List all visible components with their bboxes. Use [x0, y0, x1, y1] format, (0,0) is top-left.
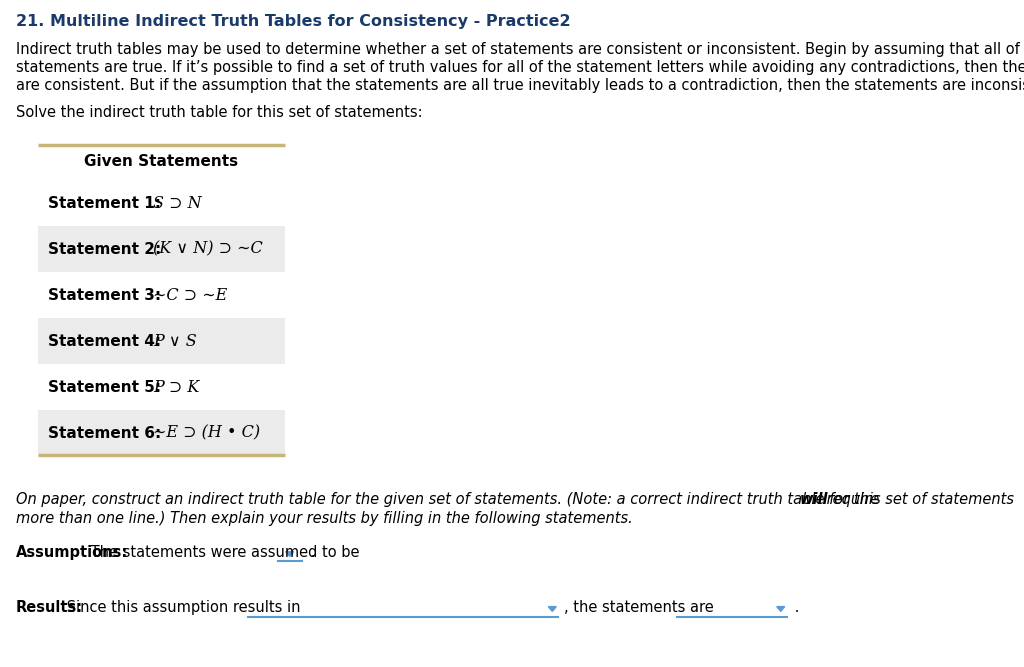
Text: Since this assumption results in: Since this assumption results in — [62, 600, 301, 615]
Text: ∼C ⊃ ∼E: ∼C ⊃ ∼E — [153, 287, 227, 303]
Polygon shape — [777, 606, 784, 612]
Text: On paper, construct an indirect truth table for the given set of statements. (No: On paper, construct an indirect truth ta… — [16, 492, 1019, 507]
Text: Indirect truth tables may be used to determine whether a set of statements are c: Indirect truth tables may be used to det… — [16, 42, 1024, 57]
Bar — [38, 226, 285, 272]
Text: Given Statements: Given Statements — [84, 155, 239, 169]
Polygon shape — [286, 552, 294, 556]
Text: Solve the indirect truth table for this set of statements:: Solve the indirect truth table for this … — [16, 105, 423, 120]
Text: require: require — [822, 492, 880, 507]
Text: Statement 5:: Statement 5: — [48, 380, 161, 394]
Text: , the statements are: , the statements are — [564, 600, 714, 615]
Text: S ⊃ N: S ⊃ N — [153, 195, 202, 211]
Text: .: . — [790, 600, 799, 615]
Text: Statement 4:: Statement 4: — [48, 334, 161, 348]
Text: Statement 2:: Statement 2: — [48, 241, 161, 257]
Text: Assumptions:: Assumptions: — [16, 545, 128, 560]
Text: P ⊃ K: P ⊃ K — [153, 378, 200, 396]
Polygon shape — [548, 606, 556, 612]
Bar — [38, 410, 285, 456]
Text: Statement 6:: Statement 6: — [48, 426, 161, 440]
Text: are consistent. But if the assumption that the statements are all true inevitabl: are consistent. But if the assumption th… — [16, 78, 1024, 93]
Text: Statement 3:: Statement 3: — [48, 287, 161, 303]
Text: 21. Multiline Indirect Truth Tables for Consistency - Practice2: 21. Multiline Indirect Truth Tables for … — [16, 14, 570, 29]
Bar — [38, 318, 285, 364]
Text: Results:: Results: — [16, 600, 83, 615]
Text: will: will — [800, 492, 828, 507]
Text: The statements were assumed to be: The statements were assumed to be — [86, 545, 359, 560]
Text: statements are true. If it’s possible to find a set of truth values for all of t: statements are true. If it’s possible to… — [16, 60, 1024, 75]
Text: ∼E ⊃ (H • C): ∼E ⊃ (H • C) — [153, 424, 260, 442]
Text: (K ∨ N) ⊃ ∼C: (K ∨ N) ⊃ ∼C — [153, 241, 263, 257]
Text: .: . — [306, 545, 315, 560]
Text: more than one line.) Then explain your results by filling in the following state: more than one line.) Then explain your r… — [16, 511, 633, 526]
Text: P ∨ S: P ∨ S — [153, 333, 197, 350]
Text: Statement 1:: Statement 1: — [48, 195, 161, 211]
